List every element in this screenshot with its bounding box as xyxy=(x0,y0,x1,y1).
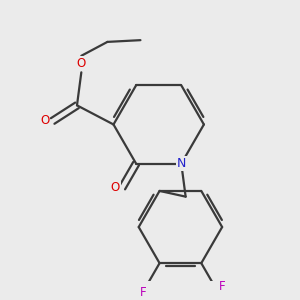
Text: O: O xyxy=(111,181,120,194)
Text: O: O xyxy=(77,57,86,70)
Text: O: O xyxy=(40,115,50,128)
Text: N: N xyxy=(177,157,186,170)
Text: F: F xyxy=(140,286,146,299)
Text: F: F xyxy=(219,280,226,293)
